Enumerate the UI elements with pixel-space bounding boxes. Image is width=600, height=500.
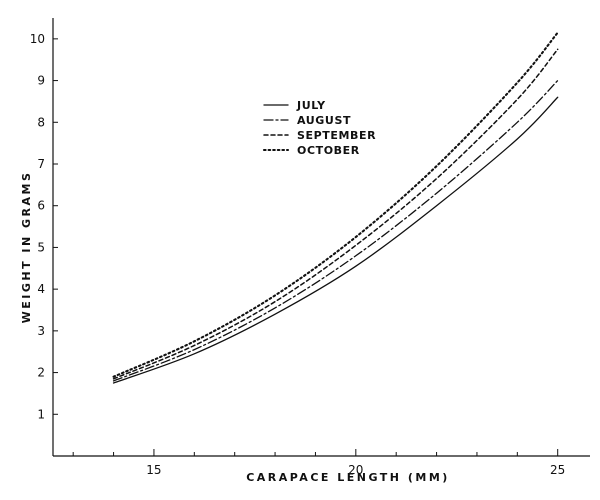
series-line-september (112, 48, 559, 380)
axes (52, 18, 590, 457)
x-axis-label: CARAPACE LENGTH (MM) (246, 471, 450, 484)
legend-label-august: AUGUST (297, 114, 351, 127)
y-tick-label: 10 (30, 32, 45, 46)
legend-label-october: OCTOBER (297, 144, 360, 157)
x-tick-label: 20 (348, 463, 363, 477)
y-tick-label: 1 (37, 407, 45, 421)
y-tick-label: 8 (37, 115, 45, 129)
ticks: 1 2 3 4 5 6 7 8 9 10 15 20 25 (30, 32, 566, 477)
y-tick-label: 7 (37, 157, 45, 171)
series-line-august (112, 79, 559, 382)
y-tick-label: 6 (37, 199, 45, 213)
x-tick-label: 25 (550, 463, 565, 477)
series-line-october (112, 31, 559, 378)
y-tick-label: 5 (37, 240, 45, 254)
legend: JULY AUGUST SEPTEMBER OCTOBER (262, 99, 376, 157)
series-lines (112, 31, 559, 384)
y-tick-label: 3 (37, 324, 45, 338)
legend-label-july: JULY (296, 99, 326, 112)
y-tick-label: 9 (37, 74, 45, 88)
series-line-july (112, 96, 559, 384)
legend-label-september: SEPTEMBER (297, 129, 376, 142)
x-tick-label: 15 (146, 463, 161, 477)
y-axis-label: WEIGHT IN GRAMS (20, 171, 33, 324)
y-tick-label: 4 (37, 282, 45, 296)
y-tick-label: 2 (37, 366, 45, 380)
